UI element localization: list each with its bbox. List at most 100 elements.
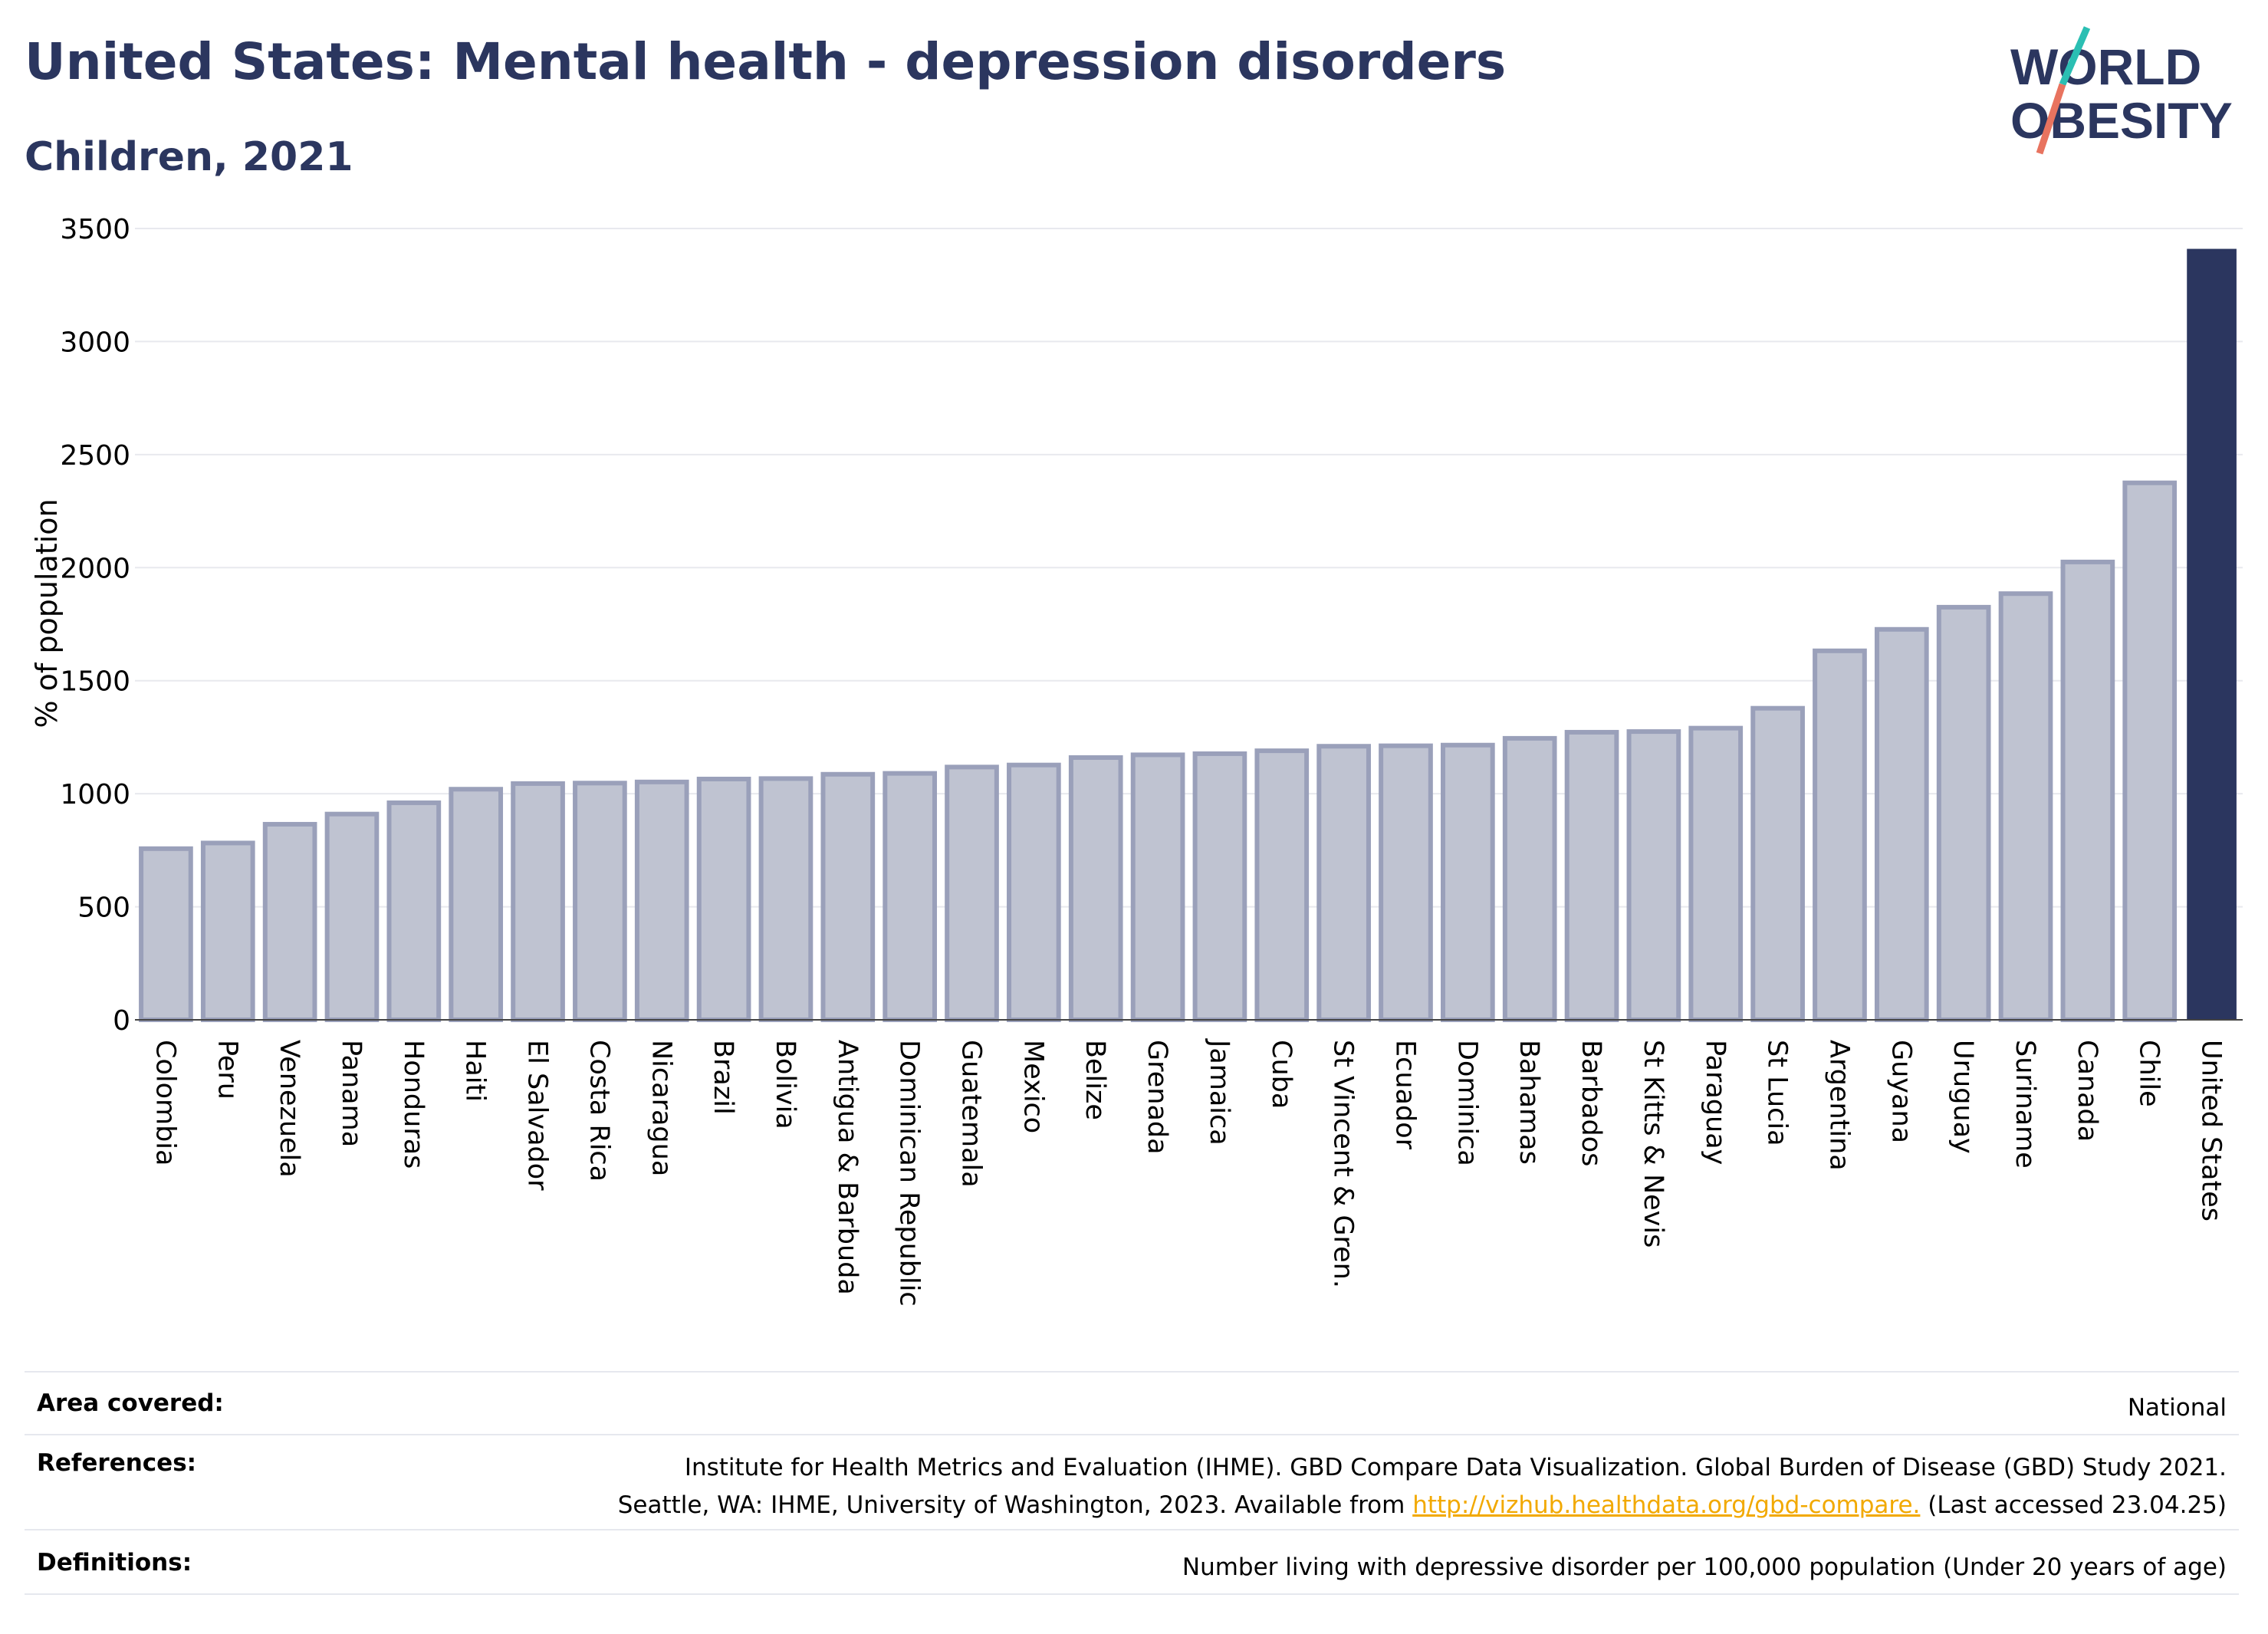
x-tick-label: Venezuela <box>274 1040 304 1178</box>
bar <box>1813 648 1867 1022</box>
x-tick-label: Argentina <box>1823 1040 1854 1171</box>
bar <box>2122 480 2178 1022</box>
y-tick-label: 1500 <box>60 666 130 698</box>
x-tick-label: Haiti <box>460 1040 491 1102</box>
definitions-label: Definitions: <box>37 1549 192 1576</box>
bar <box>945 764 999 1023</box>
x-tick-label: Cuba <box>1266 1040 1297 1109</box>
x-tick-label: Dominican Republic <box>894 1040 925 1307</box>
bar <box>2060 559 2115 1022</box>
x-tick-label: Suriname <box>2010 1040 2040 1169</box>
x-tick-label: Paraguay <box>1700 1040 1731 1165</box>
bar <box>449 787 504 1022</box>
bar <box>1688 725 1744 1022</box>
bar <box>1874 626 1929 1023</box>
x-tick-label: Honduras <box>398 1040 429 1169</box>
bar <box>1750 705 1805 1022</box>
bar <box>139 846 193 1022</box>
bar <box>883 771 938 1022</box>
x-tick-label: Colombia <box>150 1040 180 1165</box>
definitions-value: Number living with depressive disorder p… <box>1182 1553 2227 1581</box>
x-tick-label: Barbados <box>1576 1040 1606 1166</box>
y-tick-label: 3000 <box>60 327 130 358</box>
bar <box>1998 591 2053 1022</box>
bar <box>696 776 751 1023</box>
footer-divider-2 <box>25 1529 2239 1530</box>
bar <box>1936 604 1991 1022</box>
x-tick-label: Uruguay <box>1948 1040 1978 1154</box>
x-tick-label: St Lucia <box>1762 1040 1793 1146</box>
y-tick-label: 0 <box>113 1005 130 1037</box>
references-value: Institute for Health Metrics and Evaluat… <box>618 1449 2227 1524</box>
logo-slash-teal <box>2059 26 2091 86</box>
y-tick-label: 2500 <box>60 440 130 472</box>
bar <box>1564 729 1619 1022</box>
bar <box>820 771 876 1022</box>
x-tick-label: Mexico <box>1017 1040 1048 1133</box>
logo-text-world: WORLD <box>2010 38 2201 95</box>
bar-chart: 0 500 1000 1500 2000 2500 3000 3500 Colombia Per… <box>30 214 2243 1307</box>
x-tick-label: Chile <box>2134 1040 2164 1107</box>
footer-divider-bottom <box>25 1593 2239 1595</box>
bar <box>200 840 255 1023</box>
chart-subtitle: Children, 2021 <box>25 134 353 180</box>
x-tick-label: Grenada <box>1142 1040 1172 1155</box>
x-tick-label: St Vincent & Gren. <box>1328 1040 1359 1288</box>
references-line2: Seattle, WA: IHME, University of Washing… <box>618 1487 2227 1524</box>
area-covered-label: Area covered: <box>37 1389 224 1417</box>
footer-divider-top <box>25 1371 2239 1373</box>
x-tick-label: Guyana <box>1885 1040 1916 1143</box>
references-link[interactable]: http://vizhub.healthdata.org/gbd-compare… <box>1412 1491 1921 1519</box>
x-tick-labels: Colombia Peru Venezuela Panama Honduras Haiti… <box>150 1038 2226 1307</box>
bar <box>1502 735 1557 1022</box>
y-tick-label: 2000 <box>60 553 130 584</box>
x-tick-label: Guatemala <box>956 1040 987 1188</box>
bar <box>1068 755 1123 1022</box>
footer-divider-1 <box>25 1434 2239 1435</box>
x-tick-label: Panama <box>336 1040 366 1147</box>
x-tick-label: Peru <box>212 1040 242 1100</box>
x-tick-label: Bahamas <box>1514 1040 1544 1165</box>
references-line1: Institute for Health Metrics and Evaluat… <box>684 1454 2227 1481</box>
bar <box>1626 729 1681 1022</box>
bar <box>573 781 627 1022</box>
y-tick-label: 1000 <box>60 779 130 810</box>
bar <box>2187 248 2237 1021</box>
bar <box>262 821 317 1023</box>
y-tick-labels: 0 500 1000 1500 2000 2500 3000 3500 <box>60 214 130 1037</box>
bar <box>1007 762 1061 1022</box>
y-axis-label: % of population <box>30 498 64 728</box>
bar <box>1254 748 1310 1022</box>
x-tick-label: Nicaragua <box>646 1040 676 1176</box>
bar <box>634 779 689 1023</box>
x-tick-label: St Kitts & Nevis <box>1638 1040 1668 1248</box>
x-tick-label: Costa Rica <box>583 1040 614 1182</box>
logo-slash-coral <box>2036 83 2066 155</box>
x-tick-label: Canada <box>2072 1040 2102 1142</box>
area-covered-value: National <box>2127 1394 2227 1422</box>
x-tick-label: United States <box>2196 1040 2227 1221</box>
references-label: References: <box>37 1449 197 1477</box>
x-tick-label: Belize <box>1080 1040 1110 1120</box>
bar <box>1316 744 1371 1022</box>
x-tick-label: Jamaica <box>1204 1038 1234 1146</box>
bar <box>1379 743 1433 1022</box>
bar <box>324 811 380 1023</box>
y-tick-label: 500 <box>77 893 130 924</box>
bar <box>1192 751 1247 1022</box>
chart-title: United States: Mental health - depressio… <box>25 32 1507 91</box>
x-tick-label: El Salvador <box>522 1040 553 1191</box>
references-line2-post: (Last accessed 23.04.25) <box>1920 1491 2227 1519</box>
bar <box>511 781 565 1022</box>
world-obesity-logo: WORLD OBESITY <box>2010 26 2233 155</box>
x-tick-label: Ecuador <box>1389 1040 1420 1150</box>
bar <box>386 800 442 1022</box>
bar <box>1440 742 1495 1023</box>
y-tick-label: 3500 <box>60 214 130 245</box>
x-tick-label: Brazil <box>708 1040 738 1115</box>
bar <box>758 776 814 1023</box>
x-tick-label: Dominica <box>1451 1040 1482 1166</box>
x-tick-label: Antigua & Barbuda <box>832 1040 863 1295</box>
bars <box>139 248 2237 1023</box>
x-tick-label: Bolivia <box>770 1040 800 1129</box>
